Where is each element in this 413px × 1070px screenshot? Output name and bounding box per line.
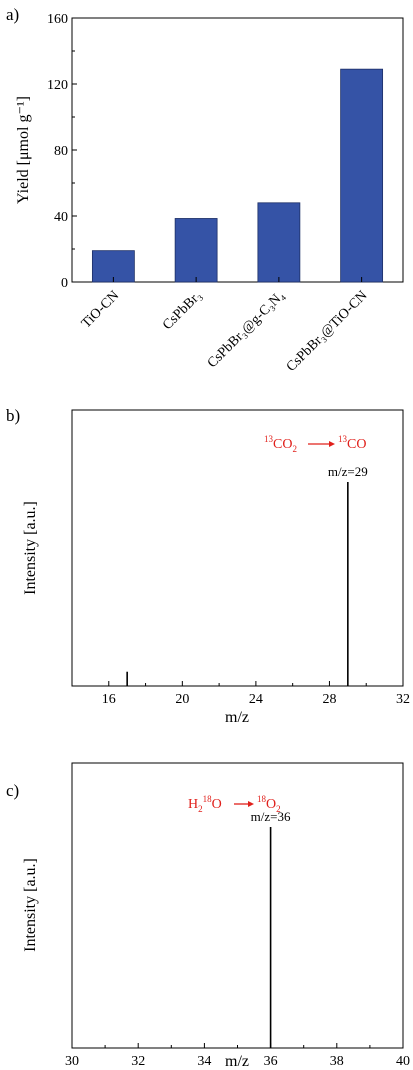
product-isotope-c: 18 bbox=[257, 794, 267, 804]
product-subscript-c: 2 bbox=[276, 804, 281, 814]
x-tick-label-b-0: 16 bbox=[102, 692, 116, 707]
y-axis-label-c: Intensity [a.u.] bbox=[22, 858, 39, 952]
panel-label-c: c) bbox=[6, 781, 19, 800]
category-label-2: CsPbBr₃@g-C₃N₄ bbox=[205, 288, 288, 371]
bar-3 bbox=[340, 68, 384, 283]
product-formula-c: O bbox=[266, 797, 276, 812]
reactant-prefix-c: H bbox=[188, 797, 198, 812]
reaction-arrowhead-c bbox=[248, 801, 254, 807]
x-tick-label-b-2: 24 bbox=[249, 692, 263, 707]
peak-label-c-0: m/z=36 bbox=[251, 809, 291, 824]
product-isotope-b: 13 bbox=[338, 434, 348, 444]
x-axis-label-c: m/z bbox=[225, 1053, 249, 1070]
y-tick-label-a-4: 160 bbox=[47, 12, 68, 27]
reactant-formula-c: O bbox=[212, 797, 222, 812]
reaction-annotation-b: 13CO2 13CO bbox=[264, 434, 366, 454]
reaction-product-b: 13CO bbox=[338, 434, 366, 452]
reactant-isotope-c: 18 bbox=[203, 794, 213, 804]
plot-frame-b bbox=[71, 409, 404, 687]
reaction-product-c: 18O2 bbox=[257, 794, 281, 814]
x-tick-label-c-3: 36 bbox=[264, 1054, 278, 1069]
category-label-0: TiO-CN bbox=[79, 288, 122, 331]
y-tick-label-a-1: 40 bbox=[54, 210, 68, 225]
x-tick-label-b-4: 32 bbox=[396, 692, 410, 707]
x-tick-label-b-1: 20 bbox=[175, 692, 189, 707]
ms-spectrum-18o2: c) 30 32 34 36 38 40 m/z=36 H218O 18O2 m/z In… bbox=[6, 762, 410, 1070]
reactant-subscript-b: 2 bbox=[292, 444, 297, 454]
y-axis-label-b: Intensity [a.u.] bbox=[22, 501, 39, 595]
category-label-1: CsPbBr₃ bbox=[160, 288, 205, 333]
y-tick-label-a-3: 120 bbox=[47, 78, 68, 93]
product-formula-b: CO bbox=[347, 437, 366, 452]
x-tick-label-c-2: 34 bbox=[197, 1054, 211, 1069]
x-tick-label-c-0: 30 bbox=[65, 1054, 79, 1069]
y-axis-label-a: Yield [μmol g⁻¹] bbox=[15, 96, 32, 204]
yield-bar-chart: a) 0 40 80 120 160 TiO-CN CsPbBr₃ CsPbBr₃@g-C₃… bbox=[6, 5, 404, 375]
peak-label-b-1: m/z=29 bbox=[328, 464, 368, 479]
panel-label-a: a) bbox=[6, 5, 19, 24]
x-tick-label-c-1: 32 bbox=[131, 1054, 145, 1069]
ms-spectrum-13co: b) 16 20 24 28 32 m/z=29 13CO2 13CO m/z Inte… bbox=[6, 406, 410, 726]
y-tick-label-a-2: 80 bbox=[54, 144, 68, 159]
bar-1 bbox=[174, 218, 218, 283]
reaction-reactant-c: H218O bbox=[188, 794, 222, 814]
reactant-isotope-b: 13 bbox=[264, 434, 274, 444]
x-tick-label-c-5: 40 bbox=[396, 1054, 410, 1069]
y-tick-label-a-0: 0 bbox=[61, 276, 68, 291]
x-tick-label-b-3: 28 bbox=[322, 692, 336, 707]
reactant-formula-b: CO bbox=[273, 437, 292, 452]
category-label-3: CsPbBr₃@TiO-CN bbox=[284, 288, 371, 375]
x-tick-label-c-4: 38 bbox=[330, 1054, 344, 1069]
reactant-prefix-subscript-c: 2 bbox=[198, 804, 203, 814]
bar-2 bbox=[257, 202, 301, 283]
panel-label-b: b) bbox=[6, 406, 20, 425]
reaction-reactant-b: 13CO2 bbox=[264, 434, 297, 454]
reaction-annotation-c: H218O 18O2 bbox=[188, 794, 281, 814]
reaction-arrowhead-b bbox=[329, 441, 335, 447]
x-axis-label-b: m/z bbox=[225, 709, 249, 726]
plot-frame-c bbox=[71, 762, 404, 1049]
